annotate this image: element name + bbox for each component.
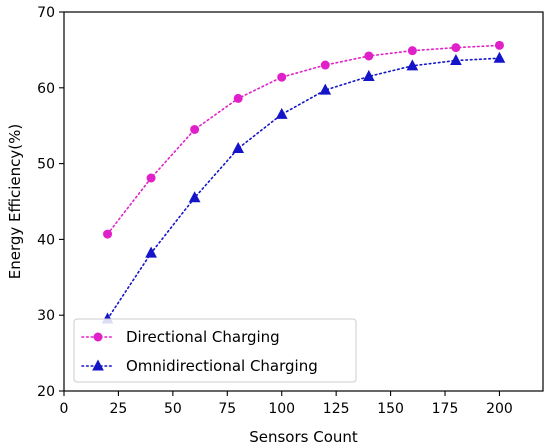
data-point-1-2 — [188, 191, 201, 203]
data-point-1-3 — [232, 141, 245, 153]
legend: Directional Charging Omnidirectional Char… — [73, 318, 357, 383]
x-tick-label-1: 25 — [110, 401, 128, 417]
data-point-0-6 — [364, 51, 374, 61]
y-tick-label-3: 50 — [37, 157, 55, 173]
data-point-1-8 — [450, 54, 462, 66]
y-tick-label-5: 70 — [37, 5, 55, 21]
data-point-1-7 — [406, 59, 419, 71]
data-point-0-2 — [190, 124, 200, 134]
data-point-1-9 — [493, 51, 506, 63]
data-point-0-4 — [277, 72, 287, 82]
data-point-0-3 — [233, 93, 243, 103]
data-point-0-1 — [146, 173, 156, 183]
x-tick-label-0: 0 — [60, 401, 69, 417]
x-tick-label-8: 200 — [486, 401, 513, 417]
series-line-1 — [106, 57, 501, 320]
plot-area — [101, 40, 506, 324]
x-tick-label-7: 175 — [432, 401, 459, 417]
series-line-0 — [106, 44, 501, 235]
legend-label-0: Directional Charging — [126, 328, 280, 346]
x-tick-label-6: 150 — [377, 401, 404, 417]
y-tick-label-4: 60 — [37, 81, 55, 97]
y-tick-label-0: 20 — [37, 384, 55, 400]
data-point-0-9 — [494, 40, 504, 50]
y-axis-title: Energy Efficiency(%) — [6, 124, 24, 280]
plot-frame — [63, 11, 544, 392]
legend-marker-0 — [93, 332, 103, 342]
legend-marker-1 — [92, 359, 104, 371]
x-tick-label-3: 75 — [218, 401, 236, 417]
data-point-0-5 — [320, 60, 330, 70]
x-tick-label-4: 100 — [268, 401, 295, 417]
x-tick-label-5: 125 — [323, 401, 350, 417]
data-point-0-7 — [407, 46, 417, 56]
data-point-0-0 — [103, 229, 113, 239]
data-point-1-1 — [145, 246, 157, 258]
y-tick-label-2: 40 — [37, 232, 55, 248]
legend-box — [73, 318, 357, 383]
data-point-1-6 — [362, 69, 375, 81]
axes: 0 25 50 75 100 125 150 175 200 20 30 40 50 60 70 — [37, 5, 544, 417]
x-tick-label-2: 50 — [164, 401, 182, 417]
data-point-1-5 — [319, 83, 332, 95]
y-tick-label-1: 30 — [37, 308, 55, 324]
legend-label-1: Omnidirectional Charging — [126, 357, 318, 375]
data-point-0-8 — [451, 43, 461, 53]
data-point-1-4 — [275, 107, 288, 119]
x-axis-title: Sensors Count — [249, 428, 358, 446]
